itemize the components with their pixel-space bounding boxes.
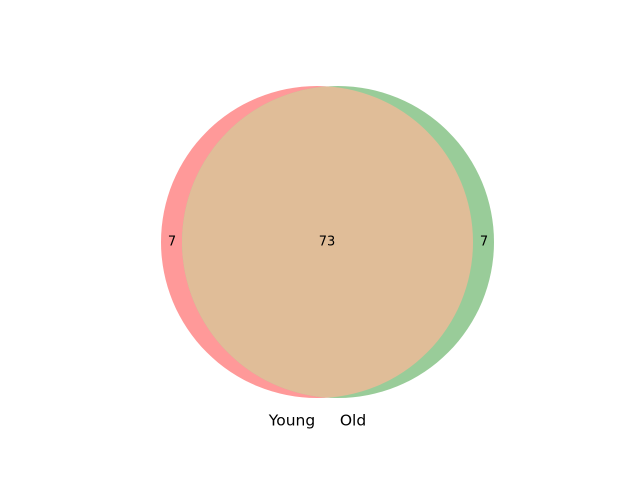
region-intersection-count: 73 xyxy=(319,235,336,250)
region-old-only-count: 7 xyxy=(480,235,488,250)
intersection-region xyxy=(182,86,473,398)
set-old-label: Old xyxy=(340,412,366,430)
region-young-only-count: 7 xyxy=(168,235,176,250)
set-young-label: Young xyxy=(268,412,315,430)
